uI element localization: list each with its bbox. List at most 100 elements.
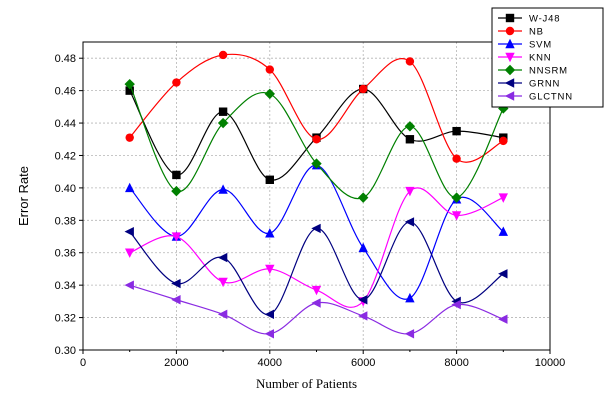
y-tick-label: 0.30 bbox=[55, 345, 76, 357]
series-line bbox=[129, 88, 504, 181]
legend-marker bbox=[504, 78, 515, 88]
data-point bbox=[217, 252, 228, 263]
x-tick-label: 10000 bbox=[535, 357, 566, 369]
data-point bbox=[217, 117, 229, 129]
data-point bbox=[312, 135, 321, 144]
y-tick-label: 0.42 bbox=[55, 150, 76, 162]
data-point bbox=[404, 121, 416, 132]
data-point bbox=[311, 223, 321, 234]
y-tick-label: 0.36 bbox=[55, 248, 76, 260]
legend-marker bbox=[505, 26, 515, 36]
x-tick-label: 0 bbox=[80, 357, 86, 369]
legend-entry: GRNN bbox=[498, 78, 560, 90]
data-point bbox=[171, 185, 182, 197]
legend-entry: NB bbox=[498, 26, 544, 38]
data-point bbox=[498, 269, 508, 279]
data-point bbox=[125, 133, 134, 142]
legend-entry: NNSRM bbox=[498, 64, 568, 77]
data-point bbox=[358, 242, 368, 253]
y-tick-label: 0.46 bbox=[55, 86, 76, 98]
legend-label: GLCTNN bbox=[529, 92, 573, 103]
data-point bbox=[264, 309, 274, 320]
data-point bbox=[264, 329, 274, 339]
legend-entry: GLCTNN bbox=[498, 91, 573, 103]
legend: W-J48 NB SVM KNN NNSRM GRNN GLCTNN bbox=[491, 7, 604, 108]
data-point bbox=[405, 186, 415, 197]
legend-label: KNN bbox=[529, 53, 551, 64]
legend-marker bbox=[505, 38, 515, 49]
data-point bbox=[171, 278, 181, 289]
legend-label: NNSRM bbox=[529, 66, 568, 77]
data-point bbox=[452, 154, 461, 163]
data-point bbox=[124, 78, 135, 90]
series-nb bbox=[125, 50, 508, 163]
data-point bbox=[265, 228, 275, 238]
legend-marker bbox=[505, 52, 515, 63]
data-point bbox=[218, 184, 228, 194]
data-point bbox=[124, 226, 134, 237]
data-point bbox=[265, 264, 275, 275]
x-tick-label: 4000 bbox=[258, 357, 282, 369]
data-point bbox=[125, 182, 135, 193]
data-point bbox=[404, 217, 415, 227]
y-tick-label: 0.48 bbox=[55, 53, 76, 65]
data-point bbox=[218, 107, 228, 116]
data-point bbox=[451, 299, 461, 310]
legend-marker bbox=[504, 64, 516, 76]
data-point bbox=[172, 78, 181, 87]
data-point bbox=[451, 211, 462, 221]
y-tick-label: 0.34 bbox=[55, 280, 76, 292]
data-point bbox=[405, 292, 415, 303]
data-point bbox=[498, 226, 508, 236]
data-point bbox=[358, 192, 369, 203]
series-line bbox=[129, 187, 504, 308]
axis-ticks: 0.30 0.32 0.34 0.36 0.38 0.40 0.42 0.44 0.46 0.48… bbox=[55, 53, 566, 369]
data-point bbox=[265, 65, 274, 74]
y-tick-label: 0.32 bbox=[55, 313, 76, 325]
data-point bbox=[265, 175, 274, 184]
y-tick-label: 0.38 bbox=[55, 215, 76, 227]
series-nnsrm bbox=[124, 78, 509, 203]
data-point bbox=[405, 57, 415, 66]
data-point bbox=[359, 84, 368, 94]
data-point bbox=[311, 158, 322, 169]
data-point bbox=[311, 298, 321, 308]
series-group bbox=[124, 50, 509, 339]
data-point bbox=[452, 126, 461, 136]
data-point bbox=[405, 135, 415, 144]
data-point bbox=[125, 248, 135, 258]
data-point bbox=[311, 285, 322, 296]
legend-entry: KNN bbox=[498, 53, 551, 64]
legend-marker bbox=[504, 91, 515, 101]
y-tick-label: 0.44 bbox=[55, 118, 76, 130]
x-axis-title: Number of Patients bbox=[256, 376, 357, 391]
data-point bbox=[172, 170, 181, 180]
legend-label: GRNN bbox=[529, 79, 560, 90]
legend-label: SVM bbox=[529, 40, 552, 51]
series-grnn bbox=[124, 217, 508, 320]
series-glctnn bbox=[124, 280, 508, 339]
series-knn bbox=[125, 186, 508, 308]
data-point bbox=[498, 314, 508, 324]
data-point bbox=[404, 329, 415, 339]
data-point bbox=[171, 232, 182, 242]
x-tick-label: 8000 bbox=[444, 357, 468, 369]
data-point bbox=[358, 295, 368, 305]
data-point bbox=[218, 277, 228, 288]
data-point bbox=[264, 88, 275, 100]
x-tick-label: 6000 bbox=[351, 357, 375, 369]
y-axis-title: Error Rate bbox=[16, 166, 31, 226]
data-point bbox=[217, 309, 228, 320]
legend-label: W-J48 bbox=[529, 14, 560, 25]
data-point bbox=[218, 50, 228, 60]
x-tick-label: 2000 bbox=[164, 357, 188, 369]
data-point bbox=[171, 295, 181, 305]
data-point bbox=[125, 86, 134, 95]
y-tick-label: 0.40 bbox=[55, 183, 76, 195]
legend-marker bbox=[505, 13, 515, 23]
data-point bbox=[499, 136, 508, 146]
data-point bbox=[124, 280, 134, 290]
legend-label: NB bbox=[529, 27, 544, 38]
data-point bbox=[358, 311, 368, 321]
